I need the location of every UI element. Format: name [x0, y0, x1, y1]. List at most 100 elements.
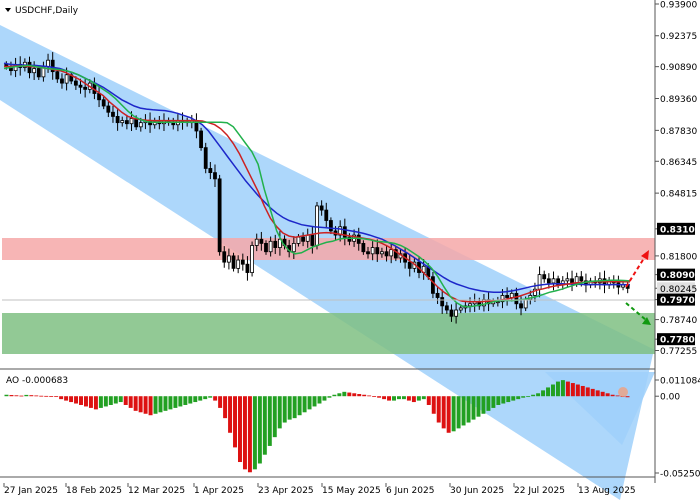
- price-tick-label: 0.87830: [660, 127, 697, 137]
- ao-bar: [148, 396, 153, 416]
- ao-bar: [262, 396, 267, 455]
- candle-body: [519, 303, 523, 309]
- ao-bar: [39, 395, 44, 397]
- candle-body: [342, 226, 347, 238]
- ao-bar: [213, 396, 218, 401]
- candle-body: [171, 122, 176, 126]
- price-tick-label: 0.84815: [660, 190, 697, 200]
- candle-body: [579, 276, 584, 282]
- price-pane[interactable]: USDCHF,Daily: [0, 6, 655, 500]
- chart-menu-triangle-icon[interactable]: [5, 8, 11, 12]
- ao-bar: [173, 396, 178, 408]
- ma-slow-line: [3, 62, 630, 294]
- ao-bar: [357, 394, 362, 397]
- price-tick-label: 0.90890: [660, 63, 697, 73]
- arrow-up-head-icon: [641, 250, 649, 260]
- ao-bar: [203, 396, 208, 400]
- ao-bar: [372, 396, 377, 398]
- ao-bar: [352, 393, 357, 397]
- ma-mid-line: [4, 65, 631, 303]
- ao-bar: [108, 396, 113, 405]
- chart-title: USDCHF,Daily: [15, 6, 79, 16]
- ao-pane[interactable]: AO -0.000683: [0, 372, 655, 478]
- ao-bar: [143, 396, 148, 414]
- ao-bar: [238, 396, 242, 463]
- ao-bar: [337, 393, 342, 397]
- date-tick-label: 18 Feb 2025: [66, 486, 122, 496]
- ao-bar: [392, 396, 396, 401]
- candle-body: [203, 147, 208, 169]
- ao-bar: [590, 388, 595, 397]
- price-level-label: 0.77800: [660, 336, 700, 346]
- ao-bar: [247, 396, 252, 473]
- ao-bar: [282, 396, 287, 423]
- candle-body: [361, 243, 366, 253]
- ao-bar: [59, 396, 64, 400]
- ao-bar: [317, 396, 322, 404]
- date-tick-label: 27 Jan 2025: [4, 486, 58, 496]
- candle-body: [199, 130, 203, 149]
- candle-body: [338, 226, 343, 236]
- ao-bar: [471, 396, 476, 420]
- candle-body: [347, 236, 352, 242]
- ao-label: AO -0.000683: [6, 376, 68, 386]
- candle-body: [509, 292, 514, 298]
- ao-bar: [277, 396, 282, 429]
- ao-bar: [491, 396, 496, 408]
- ao-bar: [486, 396, 491, 411]
- ao-bar: [14, 395, 19, 397]
- candle-body: [134, 118, 139, 128]
- ao-bar: [188, 396, 193, 404]
- ao-bar: [228, 396, 233, 433]
- candle-body: [46, 59, 50, 67]
- ao-bar: [575, 384, 580, 397]
- candle-body: [533, 288, 537, 296]
- ao-histogram: [4, 380, 630, 473]
- ao-bar: [34, 395, 39, 397]
- ao-bar: [223, 396, 228, 419]
- date-tick-label: 12 Mar 2025: [128, 486, 185, 496]
- candle-body: [375, 247, 380, 255]
- ao-last-value-marker: [618, 387, 628, 397]
- ao-bar: [476, 396, 481, 417]
- ao-bar: [267, 396, 272, 446]
- bullish-projection-arrow: [625, 254, 647, 288]
- ao-bar: [183, 396, 188, 405]
- candlestick-series: [4, 52, 630, 324]
- candle-body: [278, 238, 282, 248]
- ao-tick-label: 0.011084: [660, 377, 700, 387]
- ao-bar: [4, 394, 9, 397]
- candle-body: [240, 259, 245, 265]
- candle-body: [500, 295, 505, 303]
- candle-body: [55, 71, 60, 80]
- ao-bar: [580, 385, 585, 397]
- ao-bar: [113, 396, 118, 404]
- ao-bar: [252, 396, 257, 470]
- ao-bar: [456, 396, 461, 429]
- price-axis: 0.93900 0.92375 0.90890 0.89360 0.87830 0.863…: [654, 0, 700, 483]
- ao-bar: [198, 396, 203, 401]
- date-tick-label: 6 Jun 2025: [386, 486, 434, 496]
- ao-bar: [551, 384, 555, 397]
- price-level-box: [657, 333, 695, 346]
- ao-bar: [411, 396, 416, 403]
- candle-body: [435, 292, 440, 298]
- current-price-box: [657, 282, 695, 295]
- ao-bar: [297, 396, 302, 416]
- support-zone: [2, 313, 655, 354]
- price-tick-label: 0.77255: [660, 347, 697, 357]
- ao-bar: [605, 393, 610, 397]
- price-tick-label: 0.86345: [660, 158, 697, 168]
- ao-bar: [570, 383, 575, 397]
- ao-bar: [625, 396, 630, 398]
- price-tick-label: 0.81800: [660, 252, 697, 262]
- ao-bar: [396, 396, 401, 400]
- ao-bar: [123, 396, 128, 405]
- candle-body: [111, 111, 115, 117]
- candle-body: [546, 278, 551, 284]
- candle-body: [73, 80, 78, 86]
- ao-bar: [406, 396, 411, 401]
- date-tick-label: 15 May 2025: [322, 486, 381, 496]
- price-level-box: [657, 222, 695, 235]
